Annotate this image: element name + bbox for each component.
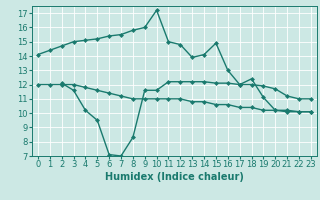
X-axis label: Humidex (Indice chaleur): Humidex (Indice chaleur) — [105, 172, 244, 182]
